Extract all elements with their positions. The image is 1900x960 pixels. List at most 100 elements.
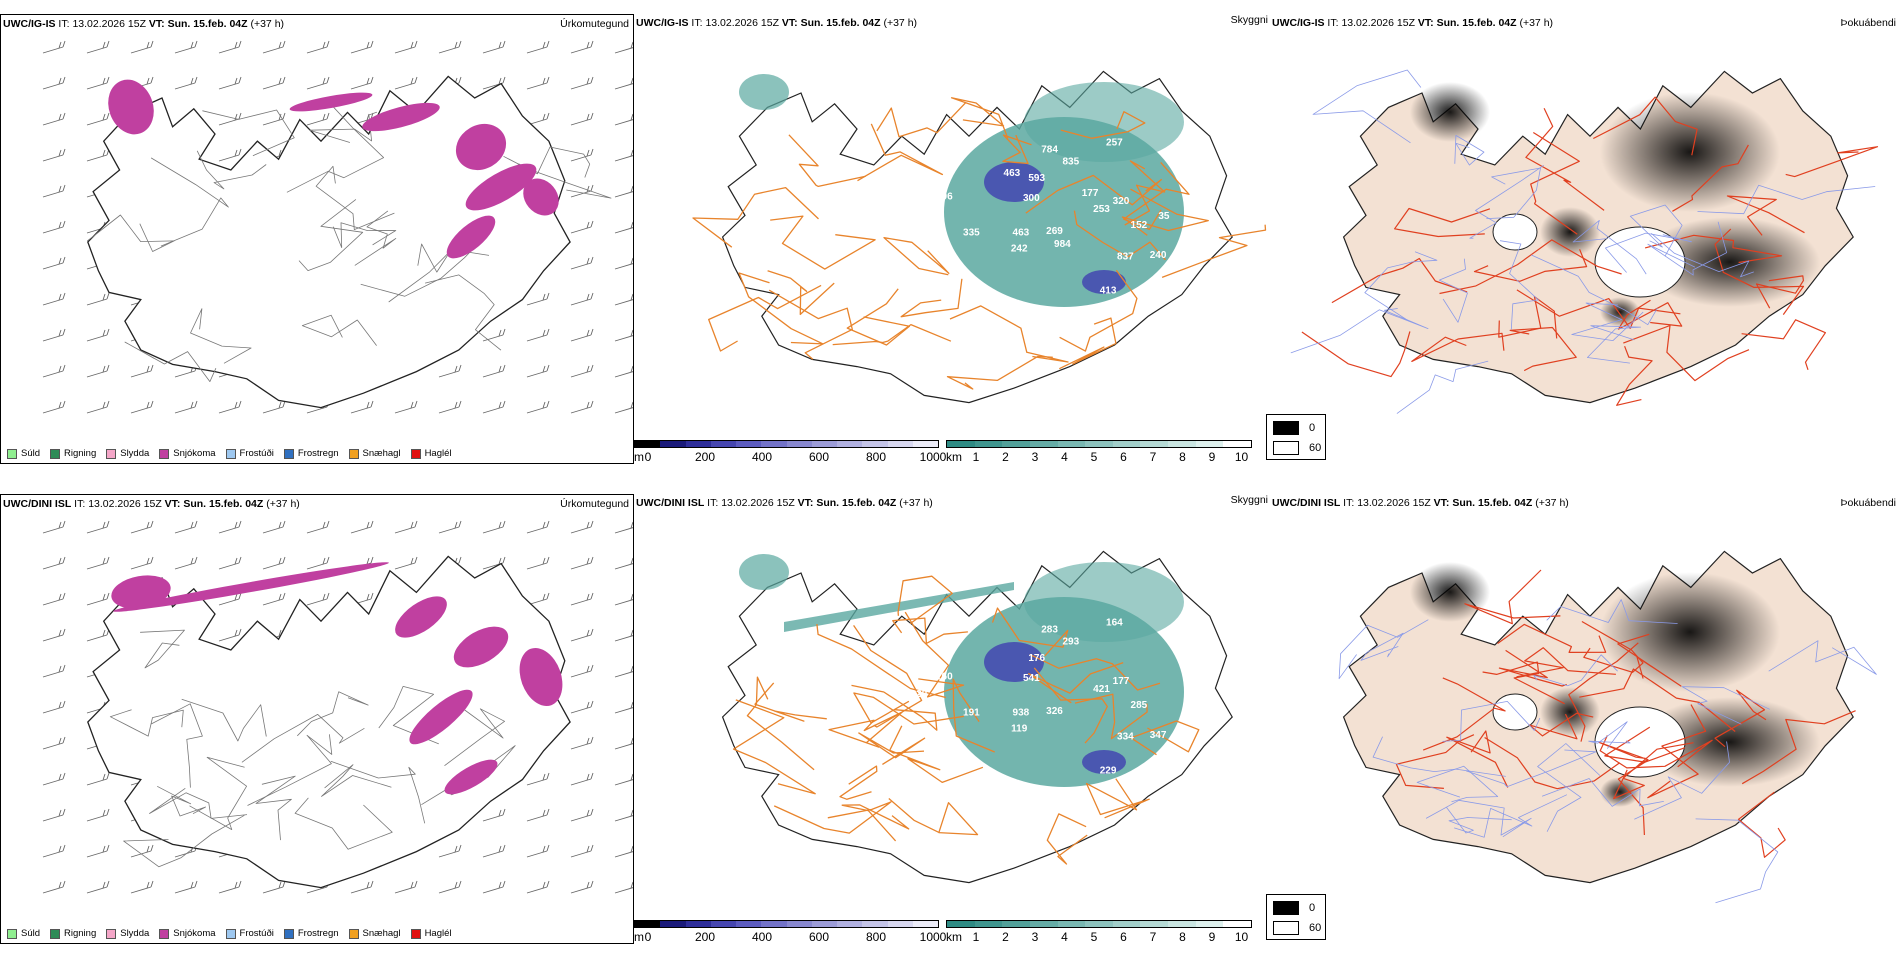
colorbar-tick: 6 xyxy=(1120,930,1127,944)
model-name: UWC/DINI ISL xyxy=(1272,497,1341,509)
road-line xyxy=(1516,289,1681,329)
low-visibility-area xyxy=(739,74,789,110)
cloud-base-height-label: 300 xyxy=(1023,193,1040,204)
wind-barb xyxy=(526,520,550,534)
snowfall-area xyxy=(362,102,440,132)
cloud-base-height-label: 119 xyxy=(1011,723,1028,734)
road-line xyxy=(1074,693,1148,740)
colorbar-tick: 0 xyxy=(644,930,652,944)
road-line xyxy=(1486,167,1541,219)
legend-item: Snjókoma xyxy=(159,448,216,459)
colorbar-tick: 7 xyxy=(1149,450,1157,464)
visibility-color-ramp xyxy=(946,920,1252,928)
panel-title: UWC/DINI ISL IT: 13.02.2026 15Z VT: Sun.… xyxy=(636,497,933,509)
wind-barb xyxy=(130,520,154,534)
wind-barb xyxy=(86,112,110,126)
road-line xyxy=(1396,360,1489,414)
road-line xyxy=(294,797,393,850)
fog-legend-high-swatch xyxy=(1273,901,1299,915)
road-line xyxy=(1301,331,1411,378)
road-line xyxy=(1528,712,1594,740)
road-line xyxy=(828,711,903,748)
wind-barb xyxy=(130,400,154,414)
wind-barb xyxy=(614,185,633,198)
color-step xyxy=(1140,441,1169,447)
wind-barb xyxy=(614,665,633,678)
cloud-base-color-ramp xyxy=(634,440,939,448)
legend-item: Haglél xyxy=(410,928,452,939)
wind-barb xyxy=(218,880,242,894)
wind-barb xyxy=(482,364,506,378)
legend-label: Haglél xyxy=(424,928,452,939)
road-line xyxy=(1454,794,1568,838)
fog-indicator-title: Þokuábendi xyxy=(1840,17,1896,29)
wind-barb xyxy=(614,737,633,750)
wind-barb xyxy=(394,400,418,414)
road-line xyxy=(1741,319,1826,370)
color-step xyxy=(1168,921,1196,927)
cloud-base-height-label: 201 xyxy=(1176,638,1193,649)
fog-area xyxy=(1600,572,1780,692)
colorbar-tick: 5 xyxy=(1090,930,1098,944)
road-line xyxy=(286,101,384,193)
wind-barb xyxy=(174,76,198,90)
legend-label: Frostúði xyxy=(239,928,274,939)
panel-title: UWC/IG-IS IT: 13.02.2026 15Z VT: Sun. 15… xyxy=(1272,17,1553,29)
legend-swatch xyxy=(225,448,236,459)
road-line xyxy=(1617,633,1682,687)
road-line xyxy=(1473,249,1588,282)
road-line xyxy=(1617,299,1683,330)
init-time: 13.02.2026 15Z xyxy=(1341,17,1415,29)
legend-swatch xyxy=(283,928,294,939)
colorbar-unit: km xyxy=(946,930,962,944)
color-step xyxy=(862,921,888,927)
road-line xyxy=(768,289,853,360)
colorbar-tick: 5 xyxy=(1090,450,1098,464)
road-line xyxy=(1464,569,1561,625)
color-step xyxy=(912,441,938,447)
color-step xyxy=(1029,441,1058,447)
wind-barb xyxy=(526,400,550,414)
wind-barb xyxy=(130,364,154,378)
wind-barb xyxy=(174,400,198,414)
road-line xyxy=(1623,324,1750,382)
wind-barb xyxy=(526,556,550,570)
fog-area xyxy=(1410,82,1490,142)
cloud-base-height-label: 593 xyxy=(1028,173,1045,184)
road-line xyxy=(181,698,267,742)
road-line xyxy=(1634,741,1730,820)
wind-barb xyxy=(570,880,594,894)
init-time: 13.02.2026 15Z xyxy=(1357,497,1431,509)
color-step xyxy=(761,921,787,927)
legend-item: Frostúði xyxy=(225,928,274,939)
title-part: IT: xyxy=(1327,17,1339,29)
wind-barb xyxy=(42,844,66,858)
wind-barb xyxy=(350,40,374,54)
panel-title: UWC/DINI ISL IT: 13.02.2026 15Z VT: Sun.… xyxy=(1272,497,1569,509)
visibility-title: Skyggni xyxy=(1230,14,1268,26)
wind-barb xyxy=(42,40,66,54)
legend-label: Frostúði xyxy=(239,448,274,459)
colorbar-tick: 600 xyxy=(808,930,830,944)
road-line xyxy=(851,684,938,731)
road-line xyxy=(952,678,995,753)
road-line xyxy=(1531,254,1658,326)
wind-barb xyxy=(86,844,110,858)
wind-barb xyxy=(42,148,66,162)
precip-type-panel: UWC/IG-IS IT: 13.02.2026 15Z VT: Sun. 15… xyxy=(0,14,634,464)
color-step xyxy=(1112,921,1141,927)
road-line xyxy=(309,111,378,143)
snowfall-area xyxy=(108,79,154,135)
panel-title: UWC/IG-IS IT: 13.02.2026 15Z VT: Sun. 15… xyxy=(3,18,284,30)
cloud-visibility-panel: UWC/DINI ISL IT: 13.02.2026 15Z VT: Sun.… xyxy=(634,494,1270,954)
legend-label: Snæhagl xyxy=(362,448,401,459)
legend-item: Snæhagl xyxy=(348,448,401,459)
visibility-title: Skyggni xyxy=(1230,494,1268,506)
legend-label: Rigning xyxy=(64,928,97,939)
road-line xyxy=(1598,741,1686,765)
wind-barb xyxy=(86,328,110,342)
init-time: 13.02.2026 15Z xyxy=(721,497,795,509)
legend-item: Súld xyxy=(7,448,40,459)
color-step xyxy=(811,441,837,447)
road-line xyxy=(151,703,203,788)
